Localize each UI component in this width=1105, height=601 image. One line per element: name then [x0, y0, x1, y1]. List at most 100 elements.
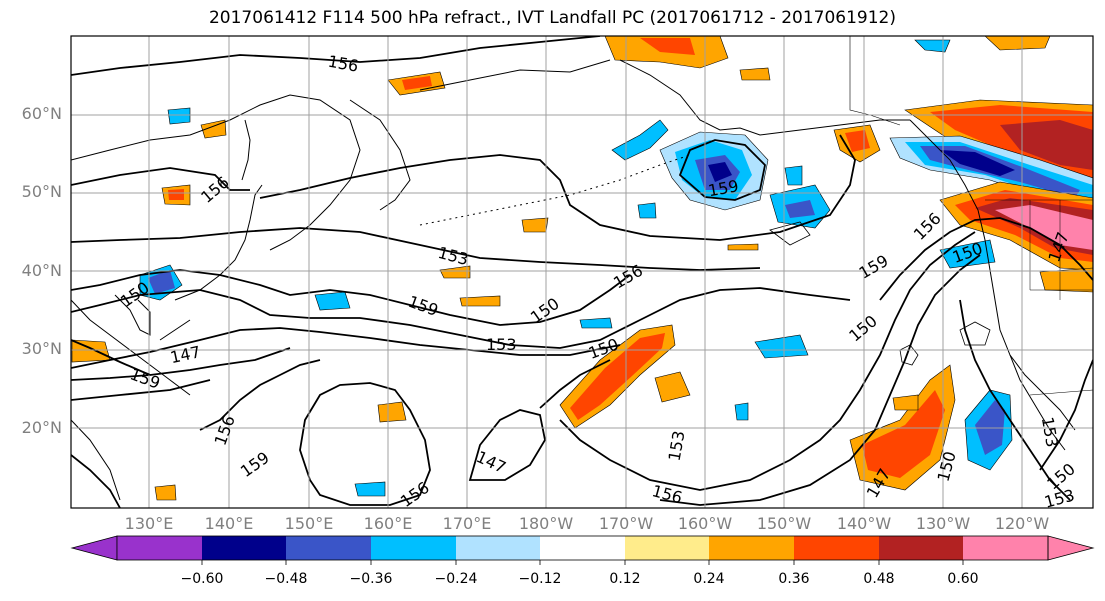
shade-navy	[708, 162, 732, 182]
colorbar-swatch	[709, 536, 794, 560]
lat-label: 50°N	[21, 182, 62, 201]
shade-midblue	[785, 200, 815, 218]
shade-red	[168, 189, 184, 200]
shade-orange	[377, 401, 407, 423]
contour-label: 147	[473, 447, 509, 477]
contour-east-153	[1039, 359, 1093, 471]
shade-pink	[995, 205, 1093, 250]
shade-red	[862, 390, 945, 478]
contour-147-east	[879, 217, 1093, 301]
contour-label: 156	[327, 52, 360, 76]
lon-label: 170°E	[442, 514, 492, 533]
border-us-mexico	[1029, 389, 1093, 396]
shade-blue	[314, 291, 351, 311]
coast-japan	[159, 184, 263, 341]
contour-west-asia	[71, 339, 151, 508]
shade-orange	[439, 265, 471, 279]
shade-orange	[739, 67, 771, 81]
shade-blue	[939, 239, 996, 269]
shade-red	[640, 38, 695, 55]
shade-blue	[637, 202, 657, 219]
shade-blue	[167, 107, 191, 125]
shade-orange	[892, 394, 919, 411]
shade-orange	[984, 36, 1051, 51]
shade-blue	[914, 39, 951, 53]
shade-orange	[1039, 267, 1093, 293]
lon-label: 160°W	[677, 514, 733, 533]
contour-label: 159	[127, 364, 162, 392]
coast-baja	[1009, 354, 1066, 451]
lat-label: 40°N	[21, 261, 62, 280]
colorbar-swatch	[202, 536, 286, 560]
shading-layer	[71, 36, 1093, 501]
contour-label: 153	[665, 429, 689, 462]
colorbar-swatch	[794, 536, 879, 560]
colorbar-tick-label: 0.60	[947, 571, 979, 587]
contour-156-south	[199, 359, 321, 431]
shade-orange	[727, 243, 759, 251]
colorbar	[70, 535, 1095, 565]
map-title: 2017061412 F114 500 hPa refract., IVT La…	[208, 8, 896, 28]
colorbar-tick-label: −0.24	[434, 571, 478, 587]
shade-orange	[459, 295, 501, 307]
colorbar-swatch	[117, 536, 202, 560]
coast-aleutians	[419, 154, 691, 226]
shade-orange	[154, 484, 177, 501]
border-states	[1029, 200, 1093, 300]
lon-label: 130°E	[124, 514, 174, 533]
lon-label: 170°W	[598, 514, 654, 533]
contour-156-mid	[71, 134, 856, 241]
colorbar-swatch	[456, 536, 540, 560]
colorbar-tick-label: 0.48	[863, 571, 895, 587]
coast-sakhalin	[241, 119, 251, 181]
coast-uswest	[989, 269, 1076, 431]
colorbar-swatch	[371, 536, 456, 560]
lon-label: 140°E	[204, 514, 254, 533]
shade-orange	[200, 119, 227, 139]
colorbar-arrow-right	[1047, 535, 1095, 561]
contour-label: 159	[856, 251, 892, 283]
colorbar-tick-label: 0.36	[778, 571, 810, 587]
contour-159	[71, 269, 631, 326]
colorbar-tick-label: 0.24	[693, 571, 725, 587]
shade-darkred	[1000, 120, 1093, 170]
contour-153	[71, 227, 761, 271]
coast-bc	[909, 119, 991, 271]
contour-label: 153	[486, 335, 517, 354]
colorbar-tick-label: −0.12	[518, 571, 562, 587]
contour-closed-high-2	[468, 409, 546, 481]
colorbar-tick-label: −0.36	[349, 571, 393, 587]
contour-label: 156	[397, 478, 433, 511]
contour-closed-low-alaska	[678, 139, 766, 201]
shade-blue	[734, 402, 749, 421]
contour-147	[71, 327, 621, 369]
contour-ca-coast	[959, 299, 1071, 501]
shade-blue	[611, 119, 669, 161]
border-alaska-canada	[849, 36, 901, 126]
coastlines	[71, 36, 1093, 501]
shade-blue	[579, 317, 613, 329]
colorbar-tick-label: 0.12	[609, 571, 641, 587]
contour-thin	[959, 321, 991, 346]
lat-label: 20°N	[21, 418, 62, 437]
coast-alaska	[619, 59, 910, 136]
contour-label: 159	[237, 448, 273, 481]
colorbar-swatch	[963, 536, 1048, 560]
colorbar-frame	[116, 535, 1049, 561]
thin-contours	[769, 221, 991, 366]
contour-150-se	[559, 231, 976, 491]
coast-kamchatka	[349, 99, 411, 211]
coast-korea	[114, 294, 151, 336]
coast-chukotka	[419, 59, 611, 91]
contour-label: 153	[436, 243, 470, 269]
map-frame	[70, 35, 1094, 509]
contour-closed-high-1	[299, 382, 431, 506]
shade-blue	[354, 481, 386, 497]
shade-navy	[940, 150, 1015, 176]
contour-thin	[899, 344, 919, 366]
contour-159-south	[71, 347, 291, 401]
shade-red	[570, 333, 665, 420]
colorbar-swatch	[879, 536, 963, 560]
lon-label: 140°W	[836, 514, 892, 533]
